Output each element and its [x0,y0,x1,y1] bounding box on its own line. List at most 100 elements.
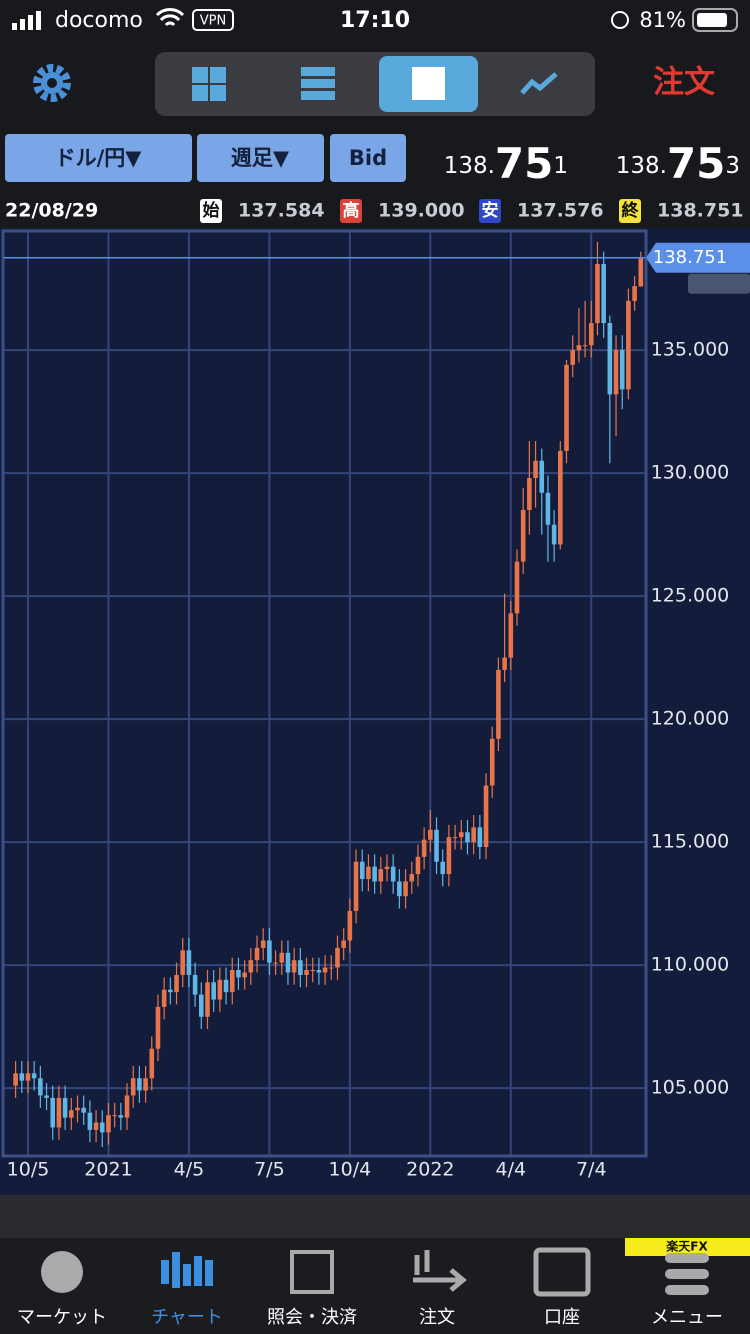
tab[interactable]: 口座 [533,1247,591,1328]
candle-body [335,947,340,968]
ohlc-label: 高 [343,200,360,221]
period-selector[interactable] [197,134,324,182]
view-switcher [155,52,595,116]
candle-body [25,1073,31,1081]
tab-icon [41,1251,83,1293]
candle-body [298,960,303,975]
candle-body [304,970,309,975]
candle-body [545,492,551,525]
candle-body [496,669,501,739]
candle-body [13,1073,18,1086]
candle-body [186,950,192,975]
carrier: docomo [55,8,143,33]
candle-body [558,450,563,545]
bid-tail: 1 [553,153,568,179]
candle-body [260,940,266,948]
x-tick-label: 10/5 [7,1159,50,1181]
candle-body [50,1097,56,1128]
ask-tail: 3 [725,153,740,179]
y-tick-label: 130.000 [651,462,730,484]
candle-body [390,866,396,882]
bid-pips: 75 [495,139,553,188]
candle-body [267,940,272,963]
candle-body [347,910,353,941]
candle-body [508,613,514,658]
candle-body [595,263,600,324]
candle-body [341,940,346,948]
candle-body [366,866,371,879]
ohlc-label-box [340,199,362,223]
candle-body [130,1078,136,1096]
candle-body [520,509,526,562]
x-tick-label: 10/4 [329,1159,372,1181]
vpn-label: VPN [200,14,226,29]
tab[interactable]: 照会・決済 [267,1250,357,1328]
plot: 105.000 110.000 115.000 120.000 125.000 130.0… [4,232,750,1181]
tabs: マーケット チャート 照会・決済 注文 口座 メニュー [17,1247,723,1328]
tab[interactable]: マーケット [17,1251,107,1328]
candle-body [223,979,229,993]
candle-body [161,989,167,1007]
x-tick-label: 2021 [84,1159,132,1181]
candle-body [56,1097,62,1128]
tab[interactable]: チャート [151,1252,223,1328]
spacer [0,1195,750,1238]
ohlc-value: 137.584 [238,200,325,222]
settings-button[interactable] [33,64,71,102]
candle-body [75,1107,80,1111]
tab-label: チャート [151,1307,223,1328]
tab[interactable]: 注文 [413,1250,467,1328]
x-tick-label: 7/5 [254,1159,285,1181]
tab-icon [665,1285,709,1295]
single-view-icon [412,67,445,100]
candle-body [285,952,291,973]
candle-body [626,300,631,390]
candle-body [236,970,241,978]
grid-view-button[interactable] [192,67,226,101]
candle-body [576,345,582,351]
candle-body [477,827,483,848]
ohlc-value: 139.000 [378,200,465,222]
vpn-box [192,9,234,31]
tab-icon [533,1247,591,1297]
candle-body [199,994,204,1017]
candle-body [229,970,235,993]
candle-body [279,952,285,963]
candle-body [180,950,186,975]
candle-body [316,970,322,973]
candle-body [409,874,415,882]
clock: 17:10 [340,8,410,33]
trend-view-button[interactable] [520,72,558,95]
x-tick-label: 4/5 [174,1159,205,1181]
battery-level: 81% [639,8,686,32]
candle-body [638,257,644,287]
period-label: 週足▼ [231,146,290,170]
brand-label: 楽天FX [666,1239,708,1254]
tab[interactable]: メニュー [651,1253,723,1328]
ask-pips: 75 [667,139,725,188]
candle-body [87,1112,93,1130]
candle-body [372,866,377,882]
candle-body [99,1122,105,1133]
order-button[interactable]: 注文 [653,65,715,101]
candle-body [502,657,507,670]
candle-body [19,1073,25,1081]
candle-body [397,881,402,897]
y-tick-label: 110.000 [651,954,730,976]
drawer-handle[interactable] [688,273,750,294]
ohlc-row: 始 137.584 高 139.000 安 137.576 終 138.751 [200,199,744,223]
candle-body [601,263,606,324]
ohlc-label: 終 [622,200,640,221]
ohlc-label-box [200,199,222,223]
price-side-selector[interactable] [330,134,406,182]
pair-selector[interactable] [5,134,192,182]
ohlc-label: 始 [203,200,220,221]
tab-icon [194,1256,202,1286]
y-tick-label: 120.000 [651,708,730,730]
list-view-button[interactable] [301,67,335,100]
candle-body [192,974,198,995]
candle-body [124,1095,130,1118]
candle-body [446,837,452,875]
ask-price: 138.753 [616,139,740,188]
